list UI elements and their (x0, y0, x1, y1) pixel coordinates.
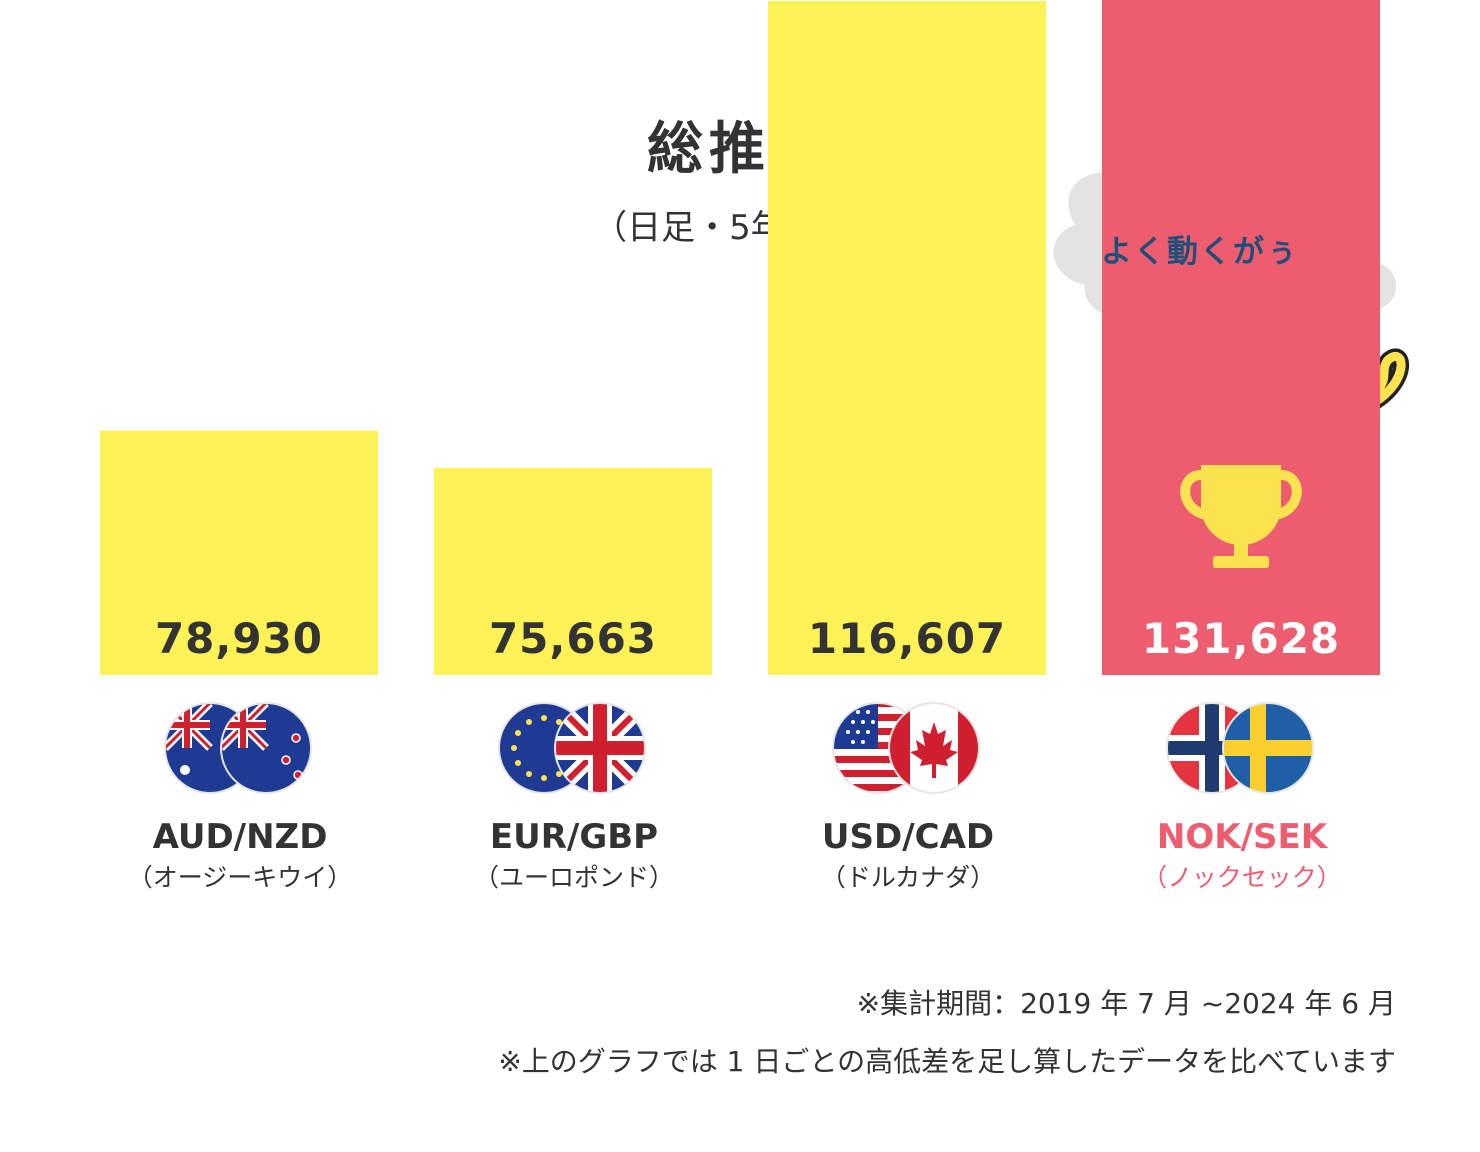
bar-nok-sek (1102, 0, 1380, 675)
category-label: AUD/NZD (153, 817, 328, 857)
flag-sweden-icon (1223, 703, 1313, 793)
category-reading-label: （ノックセック） (1142, 863, 1342, 892)
category-label: EUR/GBP (490, 817, 658, 857)
bar-value-label: 131,628 (1142, 614, 1340, 663)
thought-bubble-text: よく動くがぅ (1101, 234, 1299, 270)
bar-aud-nzd (100, 430, 378, 675)
bar-eur-gbp (434, 467, 712, 675)
bar-value-label: 75,663 (489, 614, 657, 663)
category-reading-label: （ユーロポンド） (474, 863, 674, 892)
category-reading-label: （オージーキウイ） (128, 863, 353, 892)
bar-value-label: 116,607 (808, 614, 1006, 663)
trophy-icon (1180, 465, 1302, 568)
category-reading-label: （ドルカナダ） (821, 863, 995, 892)
note-period: ※集計期間：2019 年 7 月 ~2024 年 6 月 (856, 987, 1396, 1020)
bar-value-label: 78,930 (155, 614, 323, 663)
flag-new-zealand-icon (221, 703, 311, 793)
note-method: ※上のグラフでは 1 日ごとの高低差を足し算したデータを比べています (498, 1045, 1396, 1078)
category-label: NOK/SEK (1157, 817, 1329, 857)
category-label: USD/CAD (822, 817, 994, 857)
bar-usd-cad (768, 1, 1046, 676)
